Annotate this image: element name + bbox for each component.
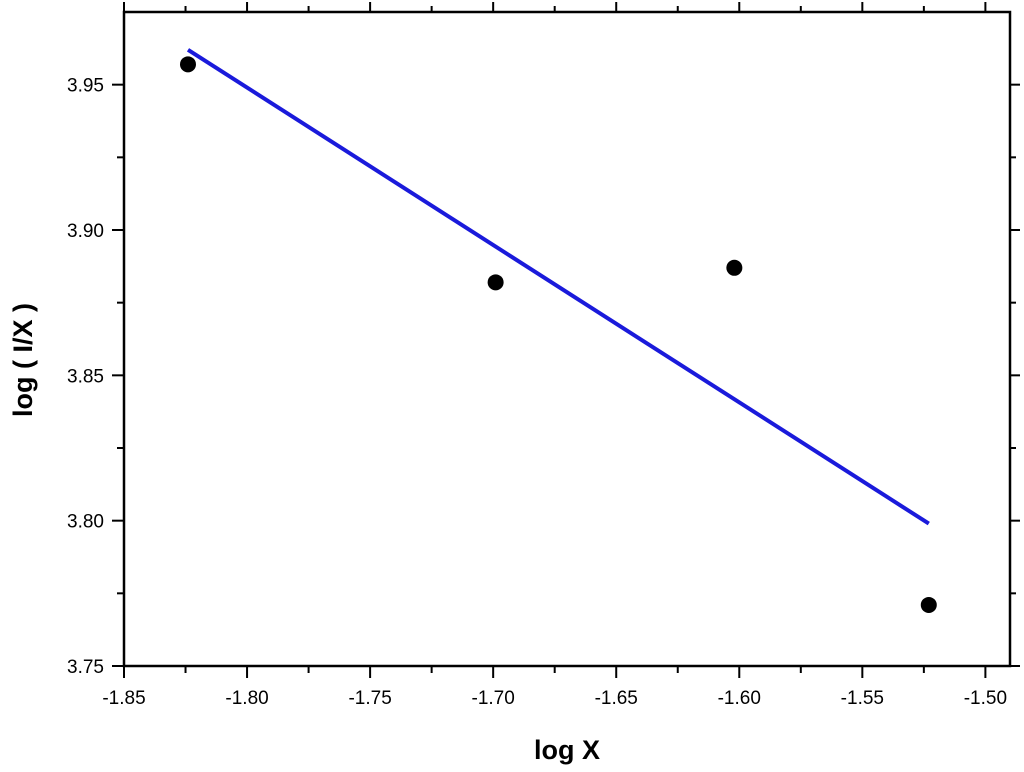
x-tick-label: -1.65 (595, 688, 638, 709)
x-tick-label: -1.50 (964, 688, 1007, 709)
x-axis-title: log X (534, 735, 600, 765)
y-tick-label: 3.90 (67, 221, 104, 242)
data-point (179, 56, 196, 73)
y-axis-title: log ( I/X ) (8, 303, 38, 417)
x-axis-ticks: -1.85 -1.80 -1.75 -1.70 -1.65 -1.60 -1.55 -1.50 (102, 2, 1007, 709)
x-tick-label: -1.60 (718, 688, 761, 709)
x-tick-label: -1.85 (102, 688, 145, 709)
plot-frame (122, 10, 1012, 668)
y-tick-label: 3.80 (67, 512, 104, 533)
x-tick-label: -1.55 (841, 688, 884, 709)
plot-series (179, 48, 937, 613)
data-point (920, 596, 937, 613)
data-point (487, 274, 504, 291)
data-point (726, 259, 743, 276)
x-tick-label: -1.70 (472, 688, 515, 709)
y-tick-label: 3.95 (67, 76, 104, 97)
y-axis-ticks: 3.75 3.80 3.85 3.90 3.95 (67, 76, 1020, 678)
y-tick-label: 3.75 (67, 657, 104, 678)
x-tick-label: -1.80 (225, 688, 268, 709)
x-tick-label: -1.75 (348, 688, 391, 709)
y-tick-label: 3.85 (67, 366, 104, 387)
linear-fit-line (186, 48, 930, 526)
